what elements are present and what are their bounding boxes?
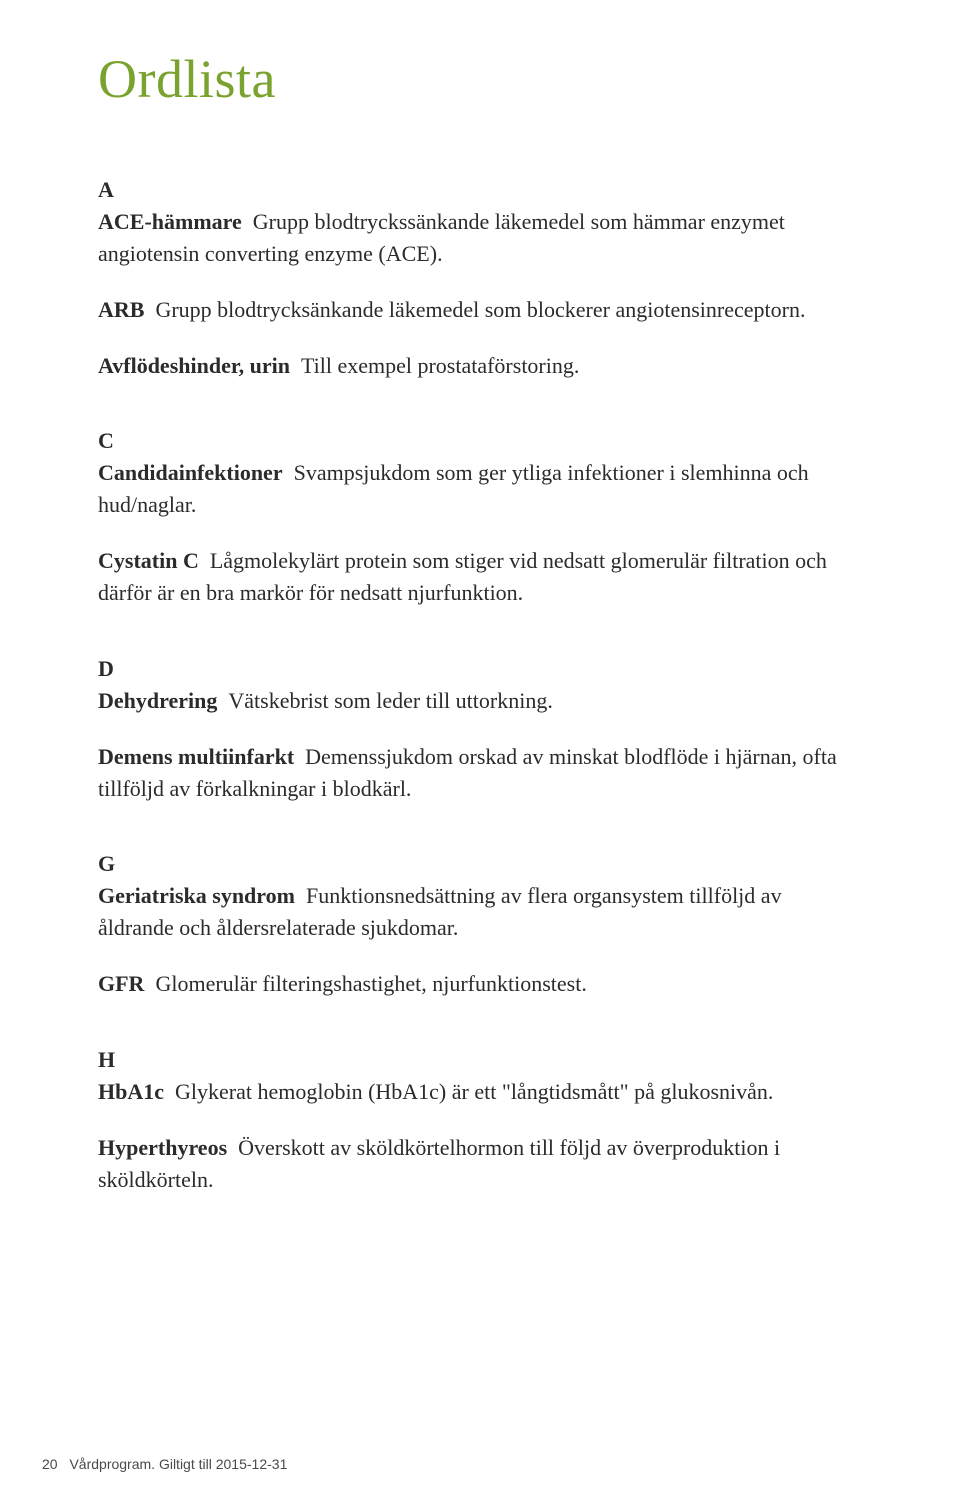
glossary-entry: A ACE-hämmare Grupp blodtryckssänkande l… — [98, 174, 862, 270]
glossary-entry: H HbA1c Glykerat hemoglobin (HbA1c) är e… — [98, 1044, 862, 1108]
definition: Grupp blodtrycksänkande läkemedel som bl… — [155, 297, 805, 322]
section-g: G Geriatriska syndrom Funktionsnedsättni… — [98, 848, 862, 1000]
term: GFR — [98, 971, 144, 996]
glossary-entry: Avflödeshinder, urin Till exempel prosta… — [98, 350, 862, 382]
term: Avflödeshinder, urin — [98, 353, 290, 378]
section-d: D Dehydrering Vätskebrist som leder till… — [98, 653, 862, 805]
definition: Glykerat hemoglobin (HbA1c) är ett "lång… — [175, 1079, 773, 1104]
page: Ordlista A ACE-hämmare Grupp blodtryckss… — [0, 0, 960, 1508]
term: ARB — [98, 297, 144, 322]
definition: Lågmolekylärt protein som stiger vid ned… — [98, 548, 827, 605]
glossary-entry: D Dehydrering Vätskebrist som leder till… — [98, 653, 862, 717]
definition: Glomerulär filteringshastighet, njurfunk… — [155, 971, 586, 996]
glossary-entry: G Geriatriska syndrom Funktionsnedsättni… — [98, 848, 862, 944]
page-title: Ordlista — [98, 48, 862, 110]
footer: 20 Vårdprogram. Giltigt till 2015-12-31 — [42, 1456, 287, 1472]
term: Geriatriska syndrom — [98, 883, 295, 908]
section-letter: A — [98, 174, 862, 206]
section-letter: D — [98, 653, 862, 685]
section-letter: H — [98, 1044, 862, 1076]
term: Cystatin C — [98, 548, 199, 573]
glossary-entry: Hyperthyreos Överskott av sköldkörtelhor… — [98, 1132, 862, 1196]
term: Dehydrering — [98, 688, 217, 713]
glossary-entry: Cystatin C Lågmolekylärt protein som sti… — [98, 545, 862, 609]
term: Hyperthyreos — [98, 1135, 227, 1160]
section-c: C Candidainfektioner Svampsjukdom som ge… — [98, 425, 862, 608]
term: ACE-hämmare — [98, 209, 242, 234]
glossary-entry: GFR Glomerulär filteringshastighet, njur… — [98, 968, 862, 1000]
term: Demens multiinfarkt — [98, 744, 294, 769]
section-a: A ACE-hämmare Grupp blodtryckssänkande l… — [98, 174, 862, 381]
definition: Till exempel prostataförstoring. — [301, 353, 579, 378]
term: HbA1c — [98, 1079, 164, 1104]
section-h: H HbA1c Glykerat hemoglobin (HbA1c) är e… — [98, 1044, 862, 1196]
page-number: 20 — [42, 1456, 58, 1472]
footer-text: Vårdprogram. Giltigt till 2015-12-31 — [69, 1456, 287, 1472]
section-letter: G — [98, 848, 862, 880]
glossary-entry: ARB Grupp blodtrycksänkande läkemedel so… — [98, 294, 862, 326]
term: Candidainfektioner — [98, 460, 283, 485]
section-letter: C — [98, 425, 862, 457]
glossary-entry: Demens multiinfarkt Demenssjukdom orskad… — [98, 741, 862, 805]
definition: Vätskebrist som leder till uttorkning. — [228, 688, 552, 713]
glossary-entry: C Candidainfektioner Svampsjukdom som ge… — [98, 425, 862, 521]
